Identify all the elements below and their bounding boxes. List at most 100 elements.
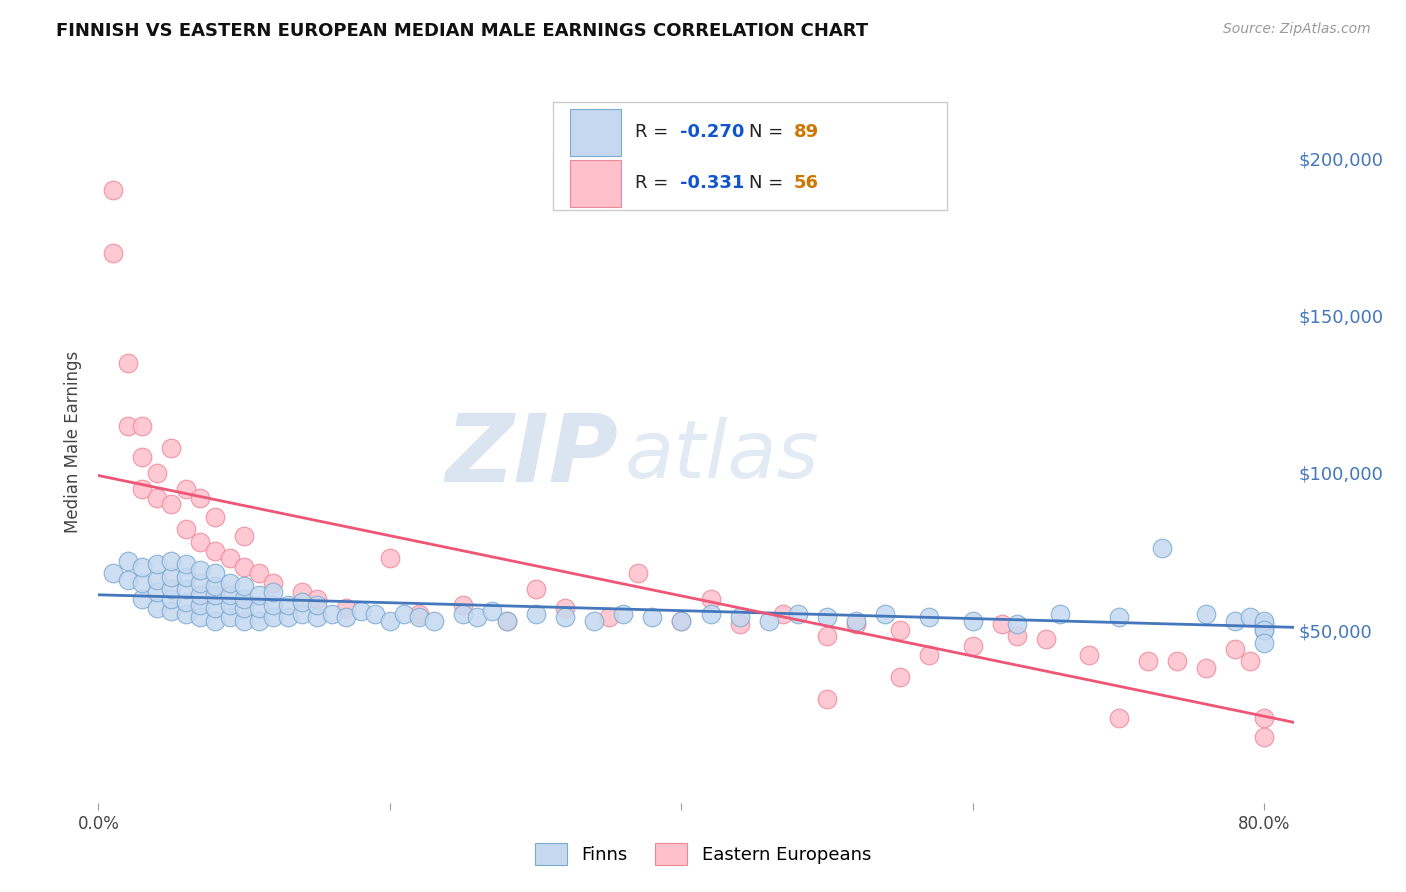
Point: [758, 614, 780, 628]
Point: [131, 482, 153, 496]
Point: [728, 610, 751, 624]
Text: -0.270: -0.270: [681, 123, 745, 141]
Point: [190, 598, 212, 612]
Point: [991, 616, 1014, 631]
Text: N =: N =: [748, 174, 789, 193]
Point: [262, 610, 284, 624]
Point: [962, 614, 984, 628]
Point: [262, 575, 284, 590]
Point: [174, 569, 197, 583]
Point: [291, 607, 314, 622]
Point: [233, 614, 256, 628]
Point: [699, 607, 721, 622]
Point: [174, 557, 197, 571]
Point: [218, 575, 240, 590]
Point: [247, 601, 270, 615]
Point: [117, 418, 139, 433]
Point: [174, 582, 197, 597]
Point: [233, 579, 256, 593]
Point: [815, 692, 838, 706]
Point: [262, 585, 284, 599]
Point: [160, 554, 183, 568]
Point: [364, 607, 387, 622]
Point: [321, 607, 343, 622]
Point: [145, 466, 167, 480]
Point: [131, 560, 153, 574]
Point: [889, 623, 911, 637]
Point: [145, 585, 167, 599]
Point: [1253, 711, 1275, 725]
Point: [218, 550, 240, 565]
Text: FINNISH VS EASTERN EUROPEAN MEDIAN MALE EARNINGS CORRELATION CHART: FINNISH VS EASTERN EUROPEAN MEDIAN MALE …: [56, 22, 869, 40]
Point: [1108, 610, 1130, 624]
Text: 89: 89: [794, 123, 820, 141]
Point: [1195, 607, 1218, 622]
Point: [305, 591, 328, 606]
FancyBboxPatch shape: [571, 160, 620, 207]
Point: [422, 614, 444, 628]
Point: [1136, 655, 1159, 669]
Point: [131, 591, 153, 606]
Point: [190, 610, 212, 624]
Point: [204, 510, 226, 524]
Point: [174, 482, 197, 496]
Point: [160, 569, 183, 583]
Point: [1005, 629, 1028, 643]
Point: [378, 550, 401, 565]
Point: [699, 591, 721, 606]
FancyBboxPatch shape: [571, 109, 620, 156]
Text: Source: ZipAtlas.com: Source: ZipAtlas.com: [1223, 22, 1371, 37]
Point: [101, 246, 124, 260]
Point: [1225, 614, 1247, 628]
Point: [918, 648, 941, 662]
Point: [378, 614, 401, 628]
Point: [145, 601, 167, 615]
Point: [845, 616, 868, 631]
Point: [190, 535, 212, 549]
Point: [1253, 623, 1275, 637]
Point: [408, 607, 430, 622]
Legend: Finns, Eastern Europeans: Finns, Eastern Europeans: [526, 834, 880, 874]
Point: [160, 582, 183, 597]
Point: [962, 639, 984, 653]
Point: [772, 607, 794, 622]
Point: [1049, 607, 1071, 622]
Text: N =: N =: [748, 123, 789, 141]
Point: [1239, 610, 1261, 624]
Point: [481, 604, 503, 618]
Point: [131, 575, 153, 590]
Point: [233, 529, 256, 543]
Point: [627, 566, 650, 581]
Point: [495, 614, 517, 628]
Point: [394, 607, 416, 622]
Point: [1108, 711, 1130, 725]
Point: [889, 670, 911, 684]
Point: [218, 598, 240, 612]
Point: [335, 610, 357, 624]
Point: [160, 497, 183, 511]
Point: [875, 607, 897, 622]
Point: [612, 607, 634, 622]
Point: [1005, 616, 1028, 631]
Point: [233, 560, 256, 574]
Point: [524, 607, 547, 622]
Point: [1253, 616, 1275, 631]
Text: -0.331: -0.331: [681, 174, 745, 193]
Text: R =: R =: [636, 123, 673, 141]
Point: [218, 610, 240, 624]
Point: [117, 356, 139, 370]
Point: [233, 601, 256, 615]
Point: [554, 601, 576, 615]
Point: [671, 614, 693, 628]
Point: [247, 566, 270, 581]
Point: [218, 589, 240, 603]
Point: [524, 582, 547, 597]
Point: [160, 441, 183, 455]
Point: [408, 610, 430, 624]
Point: [554, 610, 576, 624]
Point: [787, 607, 810, 622]
Text: ZIP: ZIP: [446, 410, 619, 502]
Point: [204, 566, 226, 581]
Point: [1253, 635, 1275, 649]
Point: [305, 610, 328, 624]
